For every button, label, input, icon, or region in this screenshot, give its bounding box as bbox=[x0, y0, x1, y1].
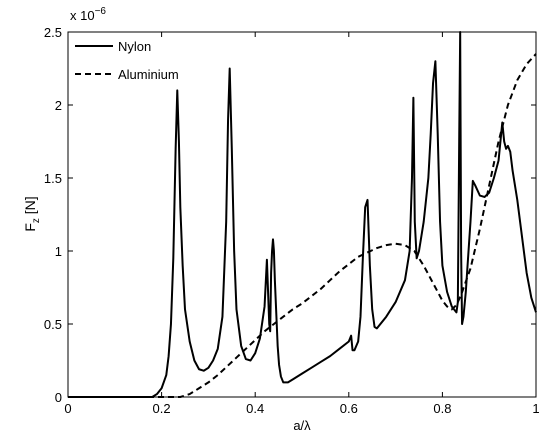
y-tick-label: 1.5 bbox=[44, 171, 62, 186]
series-line-nylon bbox=[68, 31, 537, 398]
y-tick-label: 1 bbox=[55, 244, 62, 259]
y-axis-label-sub: z bbox=[31, 218, 42, 223]
x-tick-label: 0.2 bbox=[153, 401, 171, 416]
series-layer bbox=[68, 31, 537, 398]
y-exponent-power: −6 bbox=[95, 6, 107, 17]
y-tick-label: 2 bbox=[55, 98, 62, 113]
y-tick-label: 0 bbox=[55, 390, 62, 405]
y-exponent-label: x 10−6 bbox=[70, 6, 106, 23]
legend-label-aluminium: Aluminium bbox=[118, 67, 179, 82]
x-tick-label: 0.8 bbox=[433, 401, 451, 416]
plot-frame bbox=[67, 31, 537, 398]
x-tick-label: 0.4 bbox=[246, 401, 264, 416]
x-axis-label: a/λ bbox=[293, 418, 311, 433]
plot-area bbox=[67, 31, 537, 398]
legend: Nylon Aluminium bbox=[75, 39, 179, 82]
y-tick-label: 0.5 bbox=[44, 317, 62, 332]
axis-ticks: 0 0.2 0.4 0.6 0.8 1 0 0.5 1 1.5 2 2.5 bbox=[44, 25, 539, 416]
y-axis-label: Fz [N] bbox=[22, 196, 42, 231]
series-line-aluminium bbox=[68, 53, 537, 398]
y-axis-label-unit: [N] bbox=[22, 196, 38, 218]
x-tick-label: 0.6 bbox=[340, 401, 358, 416]
x-tick-label: 1 bbox=[532, 401, 539, 416]
x-tick-label: 0 bbox=[64, 401, 71, 416]
y-tick-label: 2.5 bbox=[44, 25, 62, 40]
legend-label-nylon: Nylon bbox=[118, 39, 151, 54]
